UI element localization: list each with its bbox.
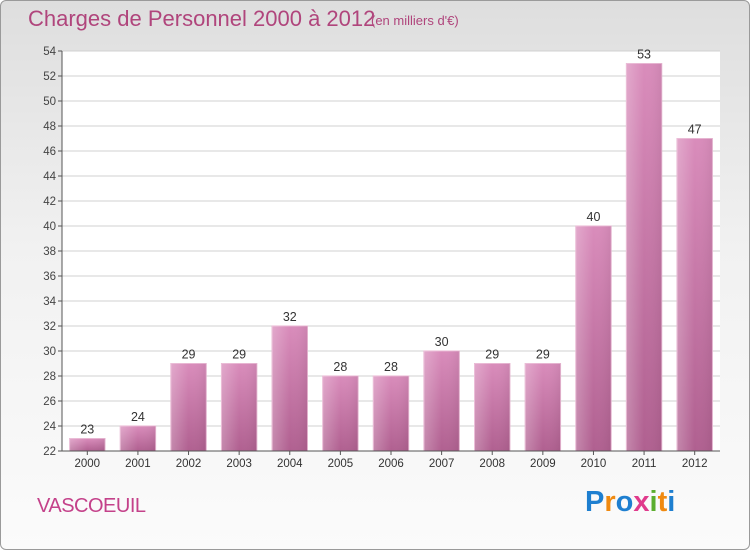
data-label: 28 [384,360,398,374]
x-tick-label: 2004 [277,458,303,470]
x-tick-label: 2001 [125,458,151,470]
data-label: 32 [283,310,297,324]
bar-shine [676,138,713,451]
y-tick-label: 42 [43,196,56,208]
bar-shine [69,438,106,451]
bar-shine [170,363,207,451]
axes: 22 24 26 28 30 32 34 36 38 40 42 44 46 48 50 52 54 2000 20… [43,46,720,470]
y-tick-label: 32 [43,321,56,333]
bar-shine [575,226,612,451]
data-label: 24 [131,410,145,424]
data-label: 29 [485,348,499,362]
data-label: 29 [182,348,196,362]
x-tick-label: 2003 [226,458,252,470]
x-tick-label: 2008 [479,458,505,470]
bar-shine [373,376,409,451]
y-tick-label: 28 [43,371,56,383]
data-label: 47 [688,123,702,137]
y-tick-label: 48 [43,121,56,133]
x-tick-label: 2002 [176,458,202,470]
y-tick-label: 34 [43,296,56,308]
proxiti-logo[interactable]: Proxiti [585,486,675,519]
x-tick-label: 2007 [429,458,455,470]
logo-letter: t [657,486,668,518]
data-label: 30 [435,335,449,349]
y-tick-label: 26 [43,396,56,408]
y-tick-label: 50 [43,96,56,108]
x-tick-label: 2005 [328,458,354,470]
y-tick-label: 38 [43,246,56,258]
y-tick-label: 24 [43,421,56,433]
bar-shine [423,351,460,451]
y-tick-label: 22 [43,446,56,458]
data-label: 28 [333,360,347,374]
x-tick-label: 2011 [632,458,657,470]
bars: 23 24 29 29 32 28 28 30 29 29 40 53 47 [69,48,713,452]
y-tick-label: 36 [43,271,56,283]
logo-letter: P [585,486,605,518]
bar-shine [120,426,156,451]
logo-letter: x [633,486,650,518]
bar-shine [221,363,257,451]
y-tick-label: 54 [43,46,56,58]
bar-shine [322,376,359,451]
bar-shine [474,363,510,451]
data-label: 29 [232,348,246,362]
chart-title: Charges de Personnel 2000 à 2012 [28,6,376,31]
y-tick-label: 44 [43,171,56,183]
bar-shine [626,63,662,451]
logo-letter: r [604,486,616,518]
y-tick-label: 52 [43,71,56,83]
logo-letter: i [667,486,676,518]
x-tick-label: 2009 [530,458,556,470]
data-label: 40 [587,210,601,224]
x-tick-label: 2012 [682,458,708,470]
data-label: 29 [536,348,550,362]
x-tick-label: 2010 [581,458,607,470]
y-tick-label: 40 [43,221,56,233]
x-tick-label: 2006 [378,458,404,470]
chart-subtitle: (en milliers d'€) [371,13,459,28]
y-tick-label: 30 [43,346,56,358]
x-tick-label: 2000 [75,458,101,470]
logo-letter: o [615,486,634,518]
data-label: 23 [80,423,94,437]
bar-shine [525,363,561,451]
data-label: 53 [637,48,651,62]
commune-name: VASCOEUIL [37,495,146,517]
y-tick-label: 46 [43,146,56,158]
logo-letter: i [649,486,658,518]
bar-shine [272,326,308,451]
